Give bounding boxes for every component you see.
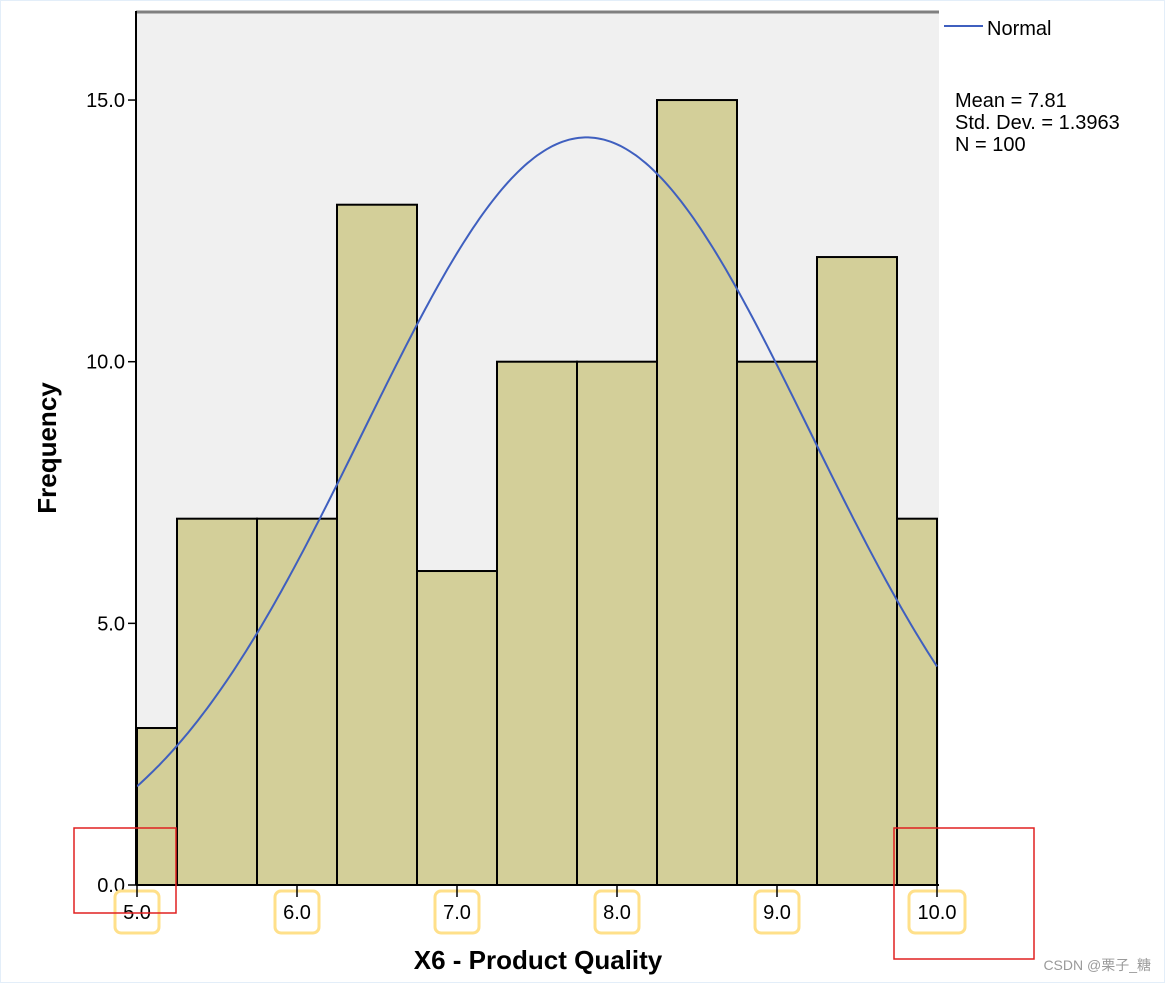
histogram-bar bbox=[896, 517, 938, 886]
stat-std-dev: Std. Dev. = 1.3963 bbox=[955, 112, 1120, 134]
y-axis-ticks: 0.0 5.0 10.0 15.0 bbox=[86, 90, 136, 897]
x-tick-label: 7.0 bbox=[443, 902, 471, 924]
histogram-bar bbox=[816, 256, 898, 887]
histogram-bar bbox=[576, 360, 658, 886]
x-tick-label: 10.0 bbox=[918, 902, 957, 924]
y-tick-label: 15.0 bbox=[86, 90, 125, 112]
histogram-bar bbox=[256, 517, 338, 886]
y-tick-label: 5.0 bbox=[97, 613, 125, 635]
y-tick-label: 10.0 bbox=[86, 352, 125, 374]
annotation-box-right bbox=[893, 827, 1035, 960]
x-axis-ticks: 5.0 6.0 7.0 8.0 9.0 10.0 bbox=[113, 885, 967, 935]
y-axis-label: Frequency bbox=[32, 382, 62, 514]
histogram-bar bbox=[496, 360, 578, 886]
histogram-bar bbox=[336, 203, 418, 886]
x-tick-label: 9.0 bbox=[763, 902, 791, 924]
normal-curve bbox=[136, 136, 938, 788]
x-tick-label: 6.0 bbox=[283, 902, 311, 924]
stats-box: Mean = 7.81 Std. Dev. = 1.3963 N = 100 bbox=[955, 90, 1120, 156]
histogram-bar bbox=[736, 360, 818, 886]
stat-n: N = 100 bbox=[955, 134, 1026, 156]
histogram-bar bbox=[416, 570, 498, 887]
y-tick-label: 0.0 bbox=[97, 875, 125, 897]
histogram-bars bbox=[136, 99, 938, 887]
histogram-bar bbox=[176, 517, 258, 886]
legend-normal-label: Normal bbox=[987, 18, 1051, 40]
stat-mean: Mean = 7.81 bbox=[955, 90, 1067, 112]
histogram-bar bbox=[656, 99, 738, 887]
x-tick-label: 8.0 bbox=[603, 902, 631, 924]
x-axis-label: X6 - Product Quality bbox=[414, 945, 663, 975]
annotation-box-left bbox=[73, 827, 177, 914]
watermark: CSDN @栗子_糖 bbox=[1043, 957, 1151, 973]
legend: Normal bbox=[944, 18, 1051, 40]
